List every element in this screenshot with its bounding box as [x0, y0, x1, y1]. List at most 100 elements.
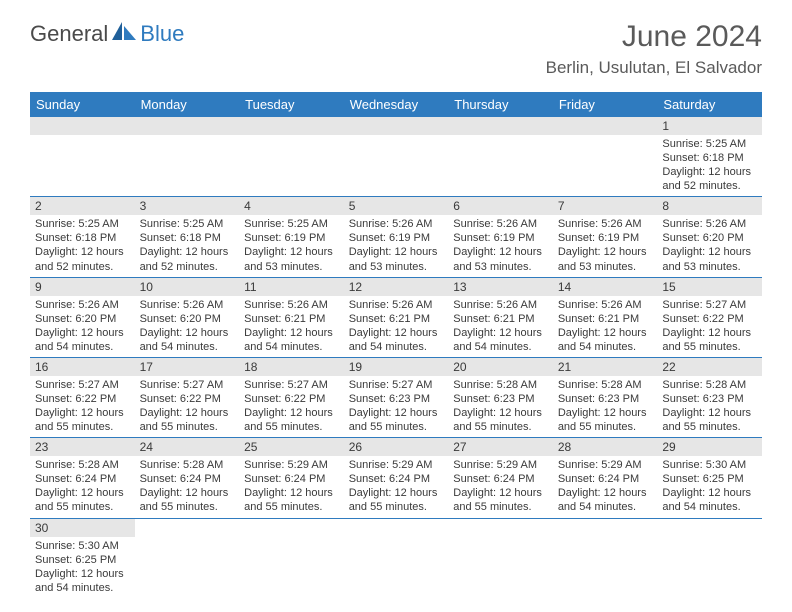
calendar-body: 1Sunrise: 5:25 AMSunset: 6:18 PMDaylight…: [30, 117, 762, 598]
daynum-bar: 12: [344, 278, 449, 296]
calendar-day-cell: 10Sunrise: 5:26 AMSunset: 6:20 PMDayligh…: [135, 277, 240, 357]
daycell-body: Sunrise: 5:28 AMSunset: 6:23 PMDaylight:…: [448, 376, 553, 437]
daycell-body: Sunrise: 5:26 AMSunset: 6:19 PMDaylight:…: [448, 215, 553, 276]
daynum-bar: 6: [448, 197, 553, 215]
daycell-body: Sunrise: 5:27 AMSunset: 6:22 PMDaylight:…: [135, 376, 240, 437]
daynum-bar: 24: [135, 438, 240, 456]
logo-sail-icon: [110, 20, 138, 47]
calendar-day-cell: 15Sunrise: 5:27 AMSunset: 6:22 PMDayligh…: [657, 277, 762, 357]
daycell-body: Sunrise: 5:29 AMSunset: 6:24 PMDaylight:…: [344, 456, 449, 517]
weekday-row: SundayMondayTuesdayWednesdayThursdayFrid…: [30, 92, 762, 117]
calendar-day-cell: 6Sunrise: 5:26 AMSunset: 6:19 PMDaylight…: [448, 197, 553, 277]
calendar-day-cell: [448, 117, 553, 197]
daycell-body: Sunrise: 5:25 AMSunset: 6:18 PMDaylight:…: [30, 215, 135, 276]
calendar-day-cell: [344, 117, 449, 197]
location: Berlin, Usulutan, El Salvador: [546, 58, 762, 78]
calendar-week: 30Sunrise: 5:30 AMSunset: 6:25 PMDayligh…: [30, 518, 762, 598]
logo-text-blue: Blue: [140, 21, 184, 47]
calendar-day-cell: 17Sunrise: 5:27 AMSunset: 6:22 PMDayligh…: [135, 357, 240, 437]
calendar-day-cell: 28Sunrise: 5:29 AMSunset: 6:24 PMDayligh…: [553, 438, 658, 518]
calendar-day-cell: 11Sunrise: 5:26 AMSunset: 6:21 PMDayligh…: [239, 277, 344, 357]
month-title: June 2024: [546, 20, 762, 54]
daynum-bar: 8: [657, 197, 762, 215]
weekday-header: Saturday: [657, 92, 762, 117]
daycell-body: Sunrise: 5:26 AMSunset: 6:19 PMDaylight:…: [553, 215, 658, 276]
calendar-day-cell: 9Sunrise: 5:26 AMSunset: 6:20 PMDaylight…: [30, 277, 135, 357]
daynum-bar: 4: [239, 197, 344, 215]
daycell-body: Sunrise: 5:28 AMSunset: 6:24 PMDaylight:…: [30, 456, 135, 517]
daynum-bar-empty: [135, 117, 240, 135]
weekday-header: Thursday: [448, 92, 553, 117]
calendar-day-cell: 24Sunrise: 5:28 AMSunset: 6:24 PMDayligh…: [135, 438, 240, 518]
calendar-week: 23Sunrise: 5:28 AMSunset: 6:24 PMDayligh…: [30, 438, 762, 518]
daynum-bar: 7: [553, 197, 658, 215]
daycell-body: Sunrise: 5:25 AMSunset: 6:18 PMDaylight:…: [135, 215, 240, 276]
calendar-day-cell: 25Sunrise: 5:29 AMSunset: 6:24 PMDayligh…: [239, 438, 344, 518]
weekday-header: Friday: [553, 92, 658, 117]
daycell-body: Sunrise: 5:26 AMSunset: 6:21 PMDaylight:…: [553, 296, 658, 357]
daynum-bar: 29: [657, 438, 762, 456]
calendar-day-cell: [553, 518, 658, 598]
daycell-body: Sunrise: 5:27 AMSunset: 6:22 PMDaylight:…: [657, 296, 762, 357]
calendar-day-cell: 20Sunrise: 5:28 AMSunset: 6:23 PMDayligh…: [448, 357, 553, 437]
weekday-header: Monday: [135, 92, 240, 117]
daynum-bar: 10: [135, 278, 240, 296]
calendar-day-cell: 2Sunrise: 5:25 AMSunset: 6:18 PMDaylight…: [30, 197, 135, 277]
daycell-body: Sunrise: 5:28 AMSunset: 6:23 PMDaylight:…: [657, 376, 762, 437]
daynum-bar-empty: [448, 117, 553, 135]
daynum-bar: 27: [448, 438, 553, 456]
daynum-bar: 13: [448, 278, 553, 296]
calendar-day-cell: 12Sunrise: 5:26 AMSunset: 6:21 PMDayligh…: [344, 277, 449, 357]
daynum-bar: 18: [239, 358, 344, 376]
daynum-bar: 28: [553, 438, 658, 456]
calendar-day-cell: 19Sunrise: 5:27 AMSunset: 6:23 PMDayligh…: [344, 357, 449, 437]
calendar-day-cell: 23Sunrise: 5:28 AMSunset: 6:24 PMDayligh…: [30, 438, 135, 518]
calendar-day-cell: 29Sunrise: 5:30 AMSunset: 6:25 PMDayligh…: [657, 438, 762, 518]
daycell-body: Sunrise: 5:29 AMSunset: 6:24 PMDaylight:…: [239, 456, 344, 517]
daycell-body: Sunrise: 5:29 AMSunset: 6:24 PMDaylight:…: [448, 456, 553, 517]
daynum-bar: 14: [553, 278, 658, 296]
daynum-bar: 17: [135, 358, 240, 376]
daycell-body: Sunrise: 5:29 AMSunset: 6:24 PMDaylight:…: [553, 456, 658, 517]
daynum-bar-empty: [30, 117, 135, 135]
daycell-body: Sunrise: 5:28 AMSunset: 6:24 PMDaylight:…: [135, 456, 240, 517]
calendar-day-cell: 30Sunrise: 5:30 AMSunset: 6:25 PMDayligh…: [30, 518, 135, 598]
calendar-day-cell: [239, 518, 344, 598]
daynum-bar: 16: [30, 358, 135, 376]
daycell-body: Sunrise: 5:25 AMSunset: 6:19 PMDaylight:…: [239, 215, 344, 276]
daycell-body: Sunrise: 5:30 AMSunset: 6:25 PMDaylight:…: [30, 537, 135, 598]
calendar-day-cell: [657, 518, 762, 598]
calendar-day-cell: [239, 117, 344, 197]
calendar-day-cell: 26Sunrise: 5:29 AMSunset: 6:24 PMDayligh…: [344, 438, 449, 518]
daynum-bar: 15: [657, 278, 762, 296]
daynum-bar: 26: [344, 438, 449, 456]
calendar-week: 9Sunrise: 5:26 AMSunset: 6:20 PMDaylight…: [30, 277, 762, 357]
daycell-body: Sunrise: 5:26 AMSunset: 6:21 PMDaylight:…: [448, 296, 553, 357]
weekday-header: Sunday: [30, 92, 135, 117]
calendar-day-cell: 16Sunrise: 5:27 AMSunset: 6:22 PMDayligh…: [30, 357, 135, 437]
calendar-week: 16Sunrise: 5:27 AMSunset: 6:22 PMDayligh…: [30, 357, 762, 437]
calendar-day-cell: [135, 518, 240, 598]
calendar-day-cell: [135, 117, 240, 197]
daynum-bar: 20: [448, 358, 553, 376]
daynum-bar: 23: [30, 438, 135, 456]
daynum-bar: 25: [239, 438, 344, 456]
daynum-bar-empty: [553, 117, 658, 135]
daynum-bar: 5: [344, 197, 449, 215]
header: General Blue June 2024 Berlin, Usulutan,…: [0, 0, 792, 86]
daynum-bar-empty: [344, 117, 449, 135]
calendar-day-cell: 21Sunrise: 5:28 AMSunset: 6:23 PMDayligh…: [553, 357, 658, 437]
calendar-day-cell: 27Sunrise: 5:29 AMSunset: 6:24 PMDayligh…: [448, 438, 553, 518]
daycell-body: Sunrise: 5:26 AMSunset: 6:20 PMDaylight:…: [30, 296, 135, 357]
daynum-bar: 30: [30, 519, 135, 537]
weekday-header: Tuesday: [239, 92, 344, 117]
daycell-body: Sunrise: 5:26 AMSunset: 6:21 PMDaylight:…: [344, 296, 449, 357]
calendar-day-cell: [30, 117, 135, 197]
calendar-day-cell: 7Sunrise: 5:26 AMSunset: 6:19 PMDaylight…: [553, 197, 658, 277]
daynum-bar: 11: [239, 278, 344, 296]
calendar-day-cell: [344, 518, 449, 598]
daycell-body: Sunrise: 5:26 AMSunset: 6:19 PMDaylight:…: [344, 215, 449, 276]
calendar-day-cell: 4Sunrise: 5:25 AMSunset: 6:19 PMDaylight…: [239, 197, 344, 277]
daynum-bar: 9: [30, 278, 135, 296]
daycell-body: Sunrise: 5:27 AMSunset: 6:22 PMDaylight:…: [30, 376, 135, 437]
